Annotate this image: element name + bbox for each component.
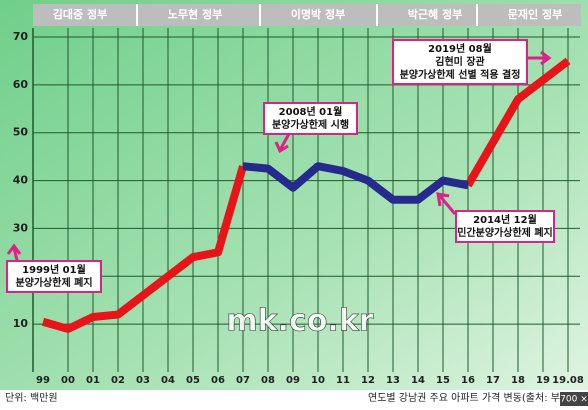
annotation-box <box>6 260 102 293</box>
watermark: mk.co.kr <box>226 304 373 339</box>
x-tick-label: 17 <box>486 375 500 386</box>
annotation-text: 2014년 12월 <box>473 213 537 226</box>
annotation-box <box>392 39 528 85</box>
arrow <box>436 192 457 215</box>
era-label: 김대중 정부 <box>53 7 107 21</box>
x-tick-label: 12 <box>361 375 375 386</box>
annotation-text: 민간분양가상한제 폐지 <box>457 226 552 239</box>
x-tick-label: 00 <box>61 375 75 386</box>
x-tick-label: 04 <box>161 375 175 386</box>
arrow <box>527 50 552 66</box>
annotation-box <box>263 102 358 135</box>
x-tick-label: 02 <box>111 375 125 386</box>
annotation-text: 2008년 01월 <box>279 105 343 118</box>
badge: 700 × <box>560 395 588 405</box>
x-tick-label: 09 <box>286 375 300 386</box>
era-label: 노무현 정부 <box>168 7 222 21</box>
x-tick-label: 10 <box>311 375 325 386</box>
y-tick-label: 70 <box>13 30 29 43</box>
era-label: 문재인 정부 <box>508 7 562 21</box>
x-tick-label: 15 <box>436 375 450 386</box>
unit-label: 단위: 백만원 <box>5 391 58 404</box>
annotation-text: 김현미 장관 <box>435 55 485 68</box>
y-tick-label: 30 <box>13 221 29 234</box>
y-tick-label: 60 <box>13 78 29 91</box>
annotation-text: 분양가상한제 선별 적용 결정 <box>400 68 521 81</box>
series-line <box>242 162 469 204</box>
annotation-box <box>455 210 555 243</box>
y-tick-label: 40 <box>13 174 29 187</box>
x-tick-label: 06 <box>211 375 225 386</box>
x-tick-label: 11 <box>336 375 350 386</box>
annotation-text: 2019년 08월 <box>428 42 492 55</box>
series-line <box>41 57 571 333</box>
annotation-text: 분양가상한제 폐지 <box>15 276 92 289</box>
x-tick-label: 18 <box>511 375 525 386</box>
annotation-text: 분양가상한제 시행 <box>272 118 349 131</box>
source-label: 연도별 강남권 주요 아파트 가격 변동(출처: 부동산 <box>368 391 578 404</box>
x-tick-label: 14 <box>411 375 425 386</box>
x-tick-label: 03 <box>136 375 150 386</box>
x-tick-label: 16 <box>461 375 475 386</box>
x-tick-label: 99 <box>36 375 50 386</box>
era-label: 이명박 정부 <box>291 7 345 21</box>
x-tick-label: 05 <box>186 375 200 386</box>
era-band <box>33 4 581 26</box>
annotation-text: 1999년 01월 <box>22 263 86 276</box>
x-tick-label: 08 <box>261 375 275 386</box>
x-tick-label: 19.08 <box>552 375 584 386</box>
x-tick-label: 01 <box>86 375 100 386</box>
y-tick-label: 50 <box>13 126 29 139</box>
era-label: 박근혜 정부 <box>408 7 462 21</box>
badge-bg <box>560 392 588 406</box>
x-tick-label: 19 <box>536 375 550 386</box>
x-tick-label: 13 <box>386 375 400 386</box>
y-tick-label: 10 <box>13 317 29 330</box>
x-tick-label: 07 <box>236 375 250 386</box>
